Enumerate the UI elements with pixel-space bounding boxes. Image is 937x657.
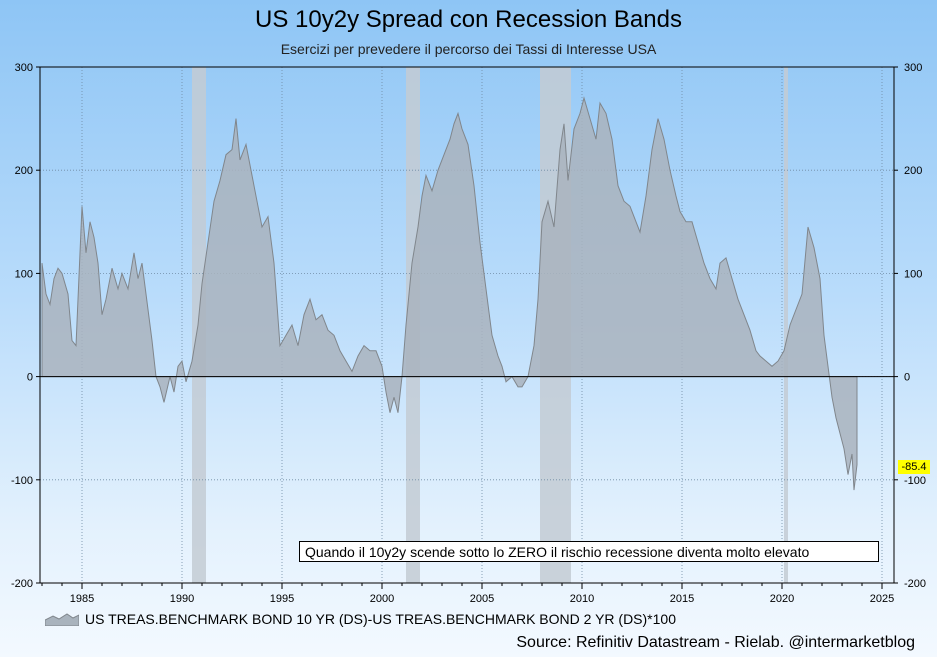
x-tick-label: 2015 [670, 593, 694, 605]
legend-swatch-icon [45, 613, 79, 626]
legend: US TREAS.BENCHMARK BOND 10 YR (DS)-US TR… [45, 610, 676, 628]
y-tick-label: 200 [904, 165, 922, 177]
spread-area [41, 96, 858, 491]
x-tick-label: 2000 [370, 593, 394, 605]
y-tick-label: 0 [904, 372, 910, 384]
chart-subtitle: Esercizi per prevedere il percorso dei T… [280, 41, 657, 57]
last-value-badge: -85.4 [898, 460, 930, 474]
x-tick-label: 2025 [870, 593, 894, 605]
y-axis-left: 300 200 100 0 -100 -200 [11, 62, 40, 590]
y-tick-label: 100 [15, 268, 33, 280]
legend-label: US TREAS.BENCHMARK BOND 10 YR (DS)-US TR… [85, 611, 676, 627]
recession-band [784, 67, 788, 583]
x-tick-label: 1995 [270, 593, 294, 605]
x-tick-label: 2005 [470, 593, 494, 605]
x-tick-label: 1990 [170, 593, 194, 605]
y-tick-label: -100 [11, 475, 33, 487]
y-tick-label: 100 [904, 268, 922, 280]
chart-title: US 10y2y Spread con Recession Bands [255, 6, 682, 33]
annotation-box: Quando il 10y2y scende sotto lo ZERO il … [299, 541, 879, 562]
y-tick-label: -100 [904, 475, 926, 487]
y-tick-label: -200 [11, 578, 33, 590]
y-tick-label: 0 [27, 372, 33, 384]
x-tick-label: 2020 [770, 593, 794, 605]
x-tick-label: 2010 [570, 593, 594, 605]
source-note: Source: Refinitiv Datastream - Rielab. @… [516, 634, 915, 651]
y-tick-label: -200 [904, 578, 926, 590]
y-axis-right: 300 200 100 0 -100 -200 [894, 62, 926, 590]
y-tick-label: 300 [15, 62, 33, 74]
x-axis: 1985 1990 1995 2000 2005 2010 2015 2020 2025 [41, 583, 894, 605]
y-tick-label: 300 [904, 62, 922, 74]
plot-frame [39, 66, 895, 584]
y-tick-label: 200 [15, 165, 33, 177]
x-tick-label: 1985 [70, 593, 94, 605]
